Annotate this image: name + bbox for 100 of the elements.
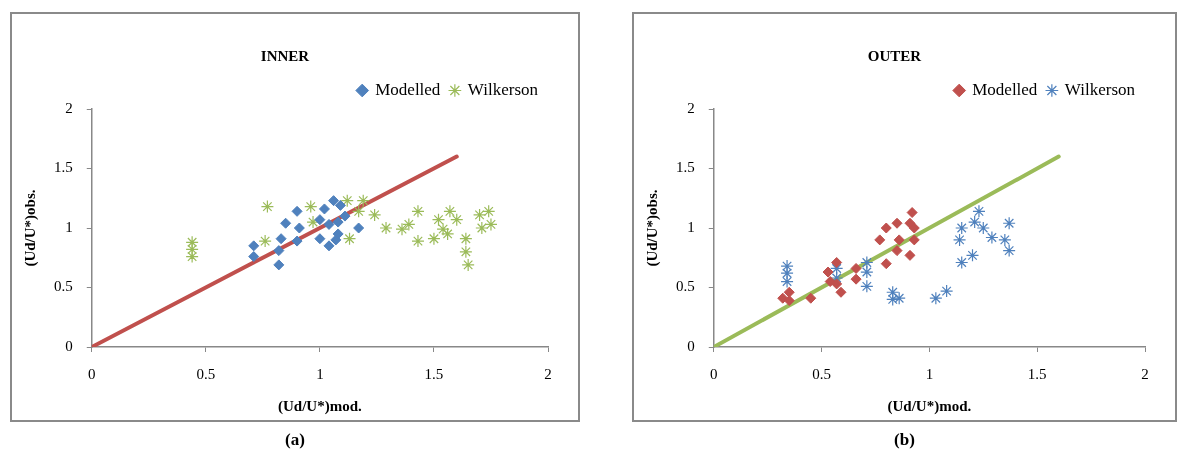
point bbox=[185, 249, 199, 264]
point bbox=[1002, 244, 1016, 258]
x-tick-label: 1 bbox=[316, 365, 324, 382]
x-axis-title: (Ud/U*)mod. bbox=[277, 397, 362, 415]
point bbox=[831, 278, 843, 290]
point bbox=[314, 214, 326, 226]
y-tick-label: 0 bbox=[65, 337, 73, 354]
point bbox=[258, 234, 272, 248]
point bbox=[248, 251, 260, 263]
point bbox=[965, 248, 980, 262]
point bbox=[339, 210, 351, 222]
point bbox=[906, 207, 918, 219]
point bbox=[985, 230, 999, 245]
point bbox=[352, 204, 366, 218]
point bbox=[328, 195, 340, 207]
point bbox=[356, 194, 370, 208]
point bbox=[880, 222, 892, 234]
point bbox=[860, 255, 874, 270]
point bbox=[891, 217, 903, 229]
point bbox=[402, 217, 416, 232]
point bbox=[955, 221, 969, 235]
point bbox=[780, 274, 794, 289]
y-tick-label: 1 bbox=[687, 218, 695, 235]
legend-label: Wilkerson bbox=[1064, 79, 1136, 99]
point bbox=[368, 208, 382, 222]
chart-title: OUTER bbox=[867, 47, 922, 64]
point bbox=[850, 273, 862, 285]
point bbox=[318, 203, 330, 215]
x-tick-label: 0 bbox=[710, 365, 718, 382]
point bbox=[411, 234, 425, 248]
y-tick-label: 0.5 bbox=[54, 278, 73, 295]
x-tick-label: 1.5 bbox=[1027, 365, 1047, 382]
point bbox=[952, 233, 967, 247]
point bbox=[427, 232, 441, 246]
point bbox=[342, 232, 357, 246]
point bbox=[835, 286, 847, 298]
point bbox=[929, 291, 943, 305]
point bbox=[822, 266, 834, 278]
point bbox=[831, 257, 843, 269]
y-tick-label: 2 bbox=[687, 99, 695, 116]
point bbox=[334, 199, 346, 211]
point bbox=[891, 245, 903, 257]
point bbox=[291, 205, 303, 217]
point bbox=[892, 291, 906, 305]
point bbox=[332, 216, 344, 228]
legend-label: Wilkerson bbox=[467, 79, 539, 99]
y-tick-label: 0.5 bbox=[676, 278, 695, 295]
point bbox=[472, 208, 487, 222]
point bbox=[275, 233, 287, 245]
point bbox=[248, 240, 260, 252]
x-tick-label: 0.5 bbox=[812, 365, 831, 382]
point bbox=[273, 245, 285, 257]
point bbox=[780, 259, 794, 273]
x-tick-label: 2 bbox=[544, 365, 552, 382]
point bbox=[972, 204, 986, 218]
y-axis-title: (Ud/U*)obs. bbox=[21, 189, 39, 267]
y-tick-label: 1 bbox=[65, 218, 73, 235]
point bbox=[323, 240, 335, 252]
point bbox=[860, 265, 874, 279]
point bbox=[998, 233, 1012, 247]
x-tick-label: 2 bbox=[1141, 365, 1149, 382]
point bbox=[1002, 216, 1016, 230]
y-tick-label: 0 bbox=[687, 337, 695, 354]
point bbox=[280, 217, 292, 229]
point bbox=[323, 218, 335, 230]
point bbox=[908, 222, 920, 234]
y-tick-label: 1.5 bbox=[54, 159, 73, 176]
y-tick-label: 1.5 bbox=[676, 159, 695, 176]
point bbox=[293, 222, 305, 234]
x-tick-label: 0 bbox=[88, 365, 96, 382]
point bbox=[850, 262, 862, 274]
point bbox=[783, 286, 795, 298]
point bbox=[395, 222, 409, 236]
point bbox=[886, 292, 900, 306]
point bbox=[353, 222, 365, 234]
point bbox=[185, 235, 199, 249]
point bbox=[874, 234, 886, 246]
point bbox=[273, 259, 285, 271]
x-axis-title: (Ud/U*)mod. bbox=[887, 397, 972, 415]
point bbox=[431, 213, 446, 227]
text: (a) bbox=[284, 430, 306, 450]
point bbox=[185, 242, 199, 257]
point bbox=[459, 245, 473, 259]
point bbox=[482, 204, 496, 218]
y-axis-title: (Ud/U*)obs. bbox=[643, 189, 661, 267]
point bbox=[968, 215, 982, 229]
point bbox=[908, 234, 920, 246]
point bbox=[893, 234, 905, 246]
point bbox=[304, 199, 318, 214]
x-tick-label: 1.5 bbox=[424, 365, 444, 382]
point bbox=[330, 234, 342, 246]
text: (b) bbox=[893, 430, 916, 450]
point bbox=[886, 285, 900, 299]
point bbox=[475, 221, 489, 235]
point bbox=[484, 217, 498, 232]
y-tick-label: 2 bbox=[65, 99, 73, 116]
point bbox=[940, 284, 954, 298]
point bbox=[459, 232, 473, 246]
point bbox=[780, 266, 794, 280]
point bbox=[805, 292, 817, 304]
